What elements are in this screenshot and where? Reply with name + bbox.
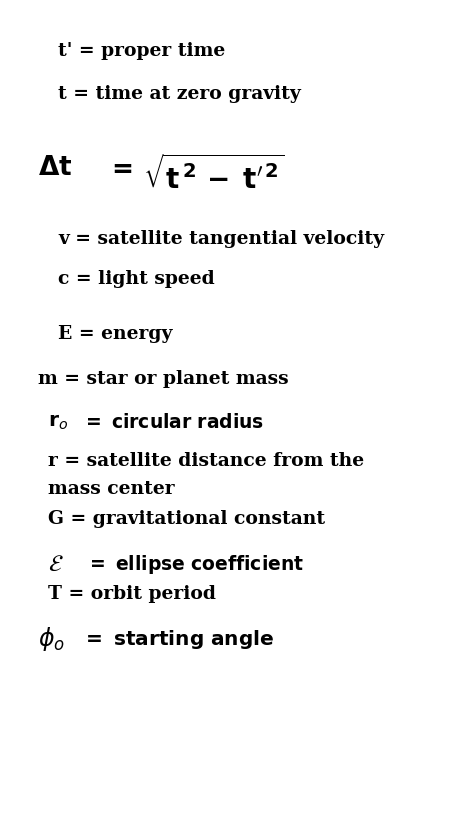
Text: m = star or planet mass: m = star or planet mass bbox=[38, 370, 289, 388]
Text: G = gravitational constant: G = gravitational constant bbox=[48, 510, 325, 528]
Text: mass center: mass center bbox=[48, 480, 174, 498]
Text: v = satellite tangential velocity: v = satellite tangential velocity bbox=[58, 230, 384, 248]
Text: T = orbit period: T = orbit period bbox=[48, 585, 216, 603]
Text: $\mathbf{=\ circular\ radius}$: $\mathbf{=\ circular\ radius}$ bbox=[82, 413, 264, 432]
Text: $\mathbf{=\ starting\ angle}$: $\mathbf{=\ starting\ angle}$ bbox=[82, 628, 274, 651]
Text: $\boldsymbol{\mathcal{E}}$: $\boldsymbol{\mathcal{E}}$ bbox=[48, 553, 64, 576]
Text: E = energy: E = energy bbox=[58, 325, 173, 343]
Text: $\mathbf{=\ ellipse\ coefficient}$: $\mathbf{=\ ellipse\ coefficient}$ bbox=[86, 553, 304, 576]
Text: r = satellite distance from the: r = satellite distance from the bbox=[48, 452, 364, 470]
Text: $\mathbf{\sqrt{t^{\,2}\,-\;t^{\prime\,2}}}$: $\mathbf{\sqrt{t^{\,2}\,-\;t^{\prime\,2}… bbox=[143, 155, 284, 194]
Text: t' = proper time: t' = proper time bbox=[58, 42, 225, 60]
Text: c = light speed: c = light speed bbox=[58, 270, 215, 288]
Text: t = time at zero gravity: t = time at zero gravity bbox=[58, 85, 301, 103]
Text: $\boldsymbol{\phi_{\mathit{o}}}$: $\boldsymbol{\phi_{\mathit{o}}}$ bbox=[38, 625, 65, 653]
Text: $\mathbf{=}$: $\mathbf{=}$ bbox=[106, 155, 132, 181]
Text: $\mathbf{r_{\mathit{o}}}$: $\mathbf{r_{\mathit{o}}}$ bbox=[48, 413, 68, 432]
Text: $\mathbf{\Delta t}$: $\mathbf{\Delta t}$ bbox=[38, 155, 73, 181]
